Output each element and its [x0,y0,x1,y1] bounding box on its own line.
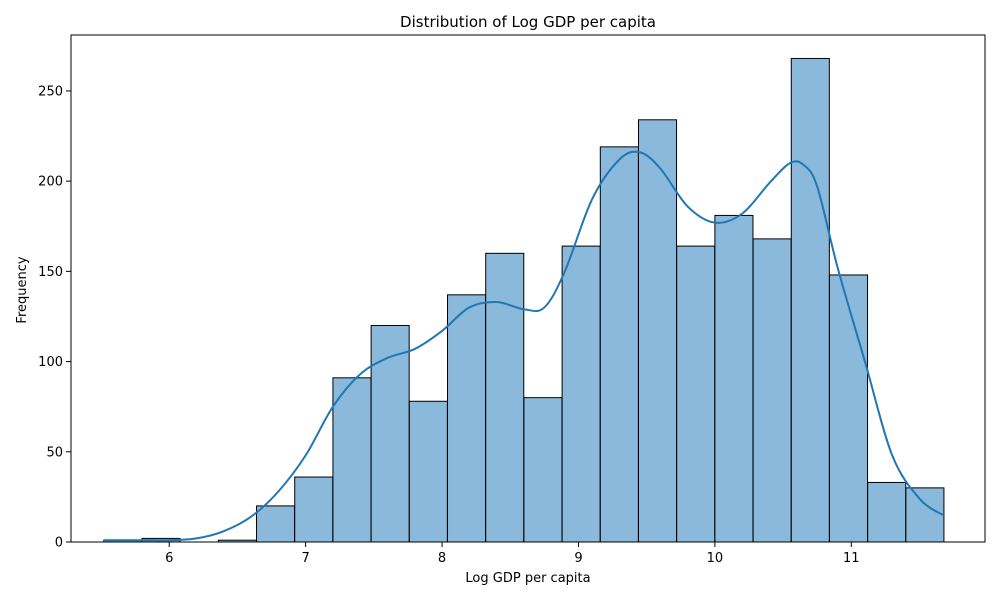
histogram-bar-11 [523,397,563,543]
histogram-bar-15 [676,245,716,543]
plot-frame [70,34,986,543]
histogram-bar-12 [561,245,601,543]
histogram-bars [103,57,945,543]
kde-curve [103,150,944,542]
x-tick-label: 9 [574,551,582,566]
y-axis-ticks: 0 50 100 150 200 250 [38,84,71,551]
y-axis-label: Frequency [15,256,30,323]
histogram-bar-9 [447,294,487,543]
chart-title: Distribution of Log GDP per capita [400,13,656,31]
y-tick-label: 150 [38,265,63,280]
histogram-bar-21 [905,487,945,543]
x-tick-label: 6 [165,551,173,566]
y-tick-label: 50 [46,445,63,460]
x-tick-label: 10 [707,551,724,566]
histogram-bar-7 [370,324,410,543]
histogram-bar-5 [294,476,334,543]
histogram-bar-18 [790,57,830,543]
y-tick-label: 200 [38,175,63,190]
x-tick-label: 7 [301,551,309,566]
y-tick-label: 100 [38,355,63,370]
x-tick-label: 11 [843,551,860,566]
histogram-bar-4 [256,505,296,543]
y-tick-label: 0 [55,536,63,551]
histogram-bar-19 [828,274,869,543]
x-axis-ticks: 6 7 8 9 10 11 [165,542,860,566]
histogram-bar-8 [408,400,448,543]
histogram-bar-16 [714,214,754,543]
y-tick-label: 250 [38,84,63,99]
histogram-bar-17 [752,238,792,543]
histogram-bar-20 [867,481,907,543]
histogram-bar-14 [637,119,678,543]
histogram-bar-10 [485,252,525,543]
x-axis-label: Log GDP per capita [465,571,590,586]
histogram-bar-13 [599,146,639,543]
histogram-bar-6 [332,377,372,543]
x-tick-label: 8 [438,551,446,566]
